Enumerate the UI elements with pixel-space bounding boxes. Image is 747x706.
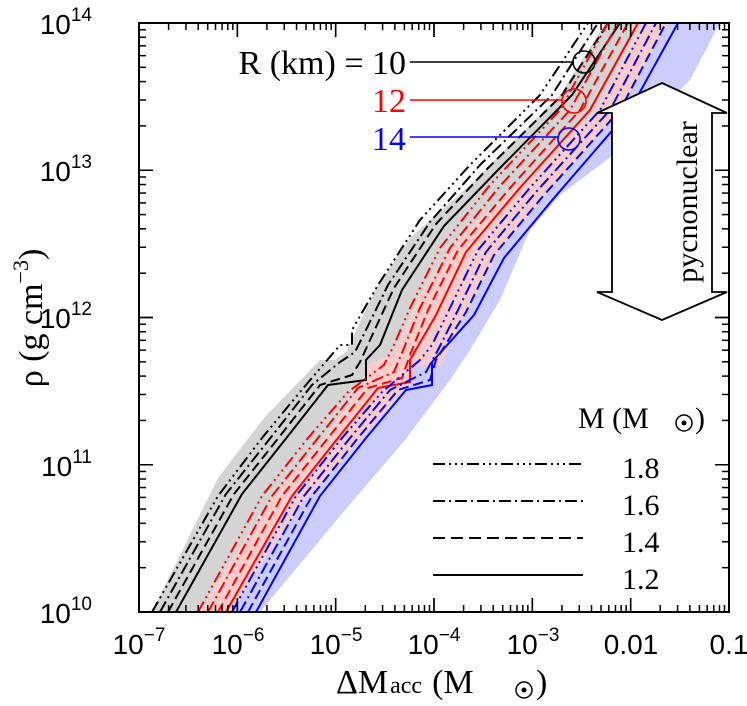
axis-ticks	[138, 22, 730, 613]
plot-area	[151, 23, 720, 612]
y-tick-label: 1011	[41, 447, 92, 482]
legend-label-12: 1.2	[622, 563, 660, 596]
y-tick-label: 1014	[40, 5, 93, 40]
series-r14	[231, 23, 679, 612]
curve-r12-m12	[225, 23, 639, 612]
curve-r14-m12	[255, 23, 679, 612]
mass-legend-title: M (M	[578, 402, 649, 435]
sun-symbol-icon	[675, 414, 693, 432]
x-tick-label: 0.1	[710, 629, 747, 660]
legend-label-14: 1.4	[622, 526, 660, 559]
sun-dot	[521, 687, 527, 693]
x-axis-tick-labels: 10−7 10−6 10−5 10−4 10−3 0.01 0.1	[113, 625, 747, 660]
curve-r14-m18	[231, 23, 647, 612]
radius-legend-12: 12	[372, 83, 406, 120]
curve-r10-m12	[175, 23, 621, 612]
band-r14	[230, 23, 720, 612]
mass-legend-close: )	[695, 402, 705, 435]
series-r12	[197, 23, 639, 612]
band-r10	[152, 23, 642, 612]
y-axis-tick-labels: 1010 1011 1012 1013 1014	[40, 5, 93, 629]
curve-r14-m16	[239, 23, 657, 612]
y-axis-label: ρ (g cm−3)	[8, 249, 50, 388]
svg-text:ρ (g cm−3): ρ (g cm−3)	[8, 249, 50, 388]
x-axis-label: ΔMacc (M )	[336, 664, 547, 701]
marker-r14	[557, 127, 581, 151]
curve-r14-m14	[247, 23, 667, 612]
curve-r10-m14	[167, 23, 609, 612]
y-tick-label: 1010	[40, 594, 92, 629]
x-tick-label: 10−6	[212, 625, 265, 660]
curve-r12-m16	[207, 23, 619, 612]
pycnonuclear-arrow: pycnonuclear	[596, 82, 728, 321]
x-tick-label: 0.01	[604, 629, 659, 660]
x-tick-label: 10−3	[507, 625, 560, 660]
y-tick-label: 1012	[40, 299, 92, 334]
pycnonuclear-label: pycnonuclear	[671, 121, 704, 283]
legend-label-18: 1.8	[622, 452, 660, 485]
x-tick-label: 10−5	[310, 625, 363, 660]
curve-r10-m16	[159, 23, 599, 612]
mass-legend: M (M ) 1.8 1.6 1.4 1.2	[433, 402, 705, 596]
svg-text:ΔMacc(M: ΔMacc (M	[336, 664, 474, 701]
sun-dot	[681, 420, 687, 426]
series-r10	[151, 23, 621, 612]
x-tick-label: 10−7	[113, 625, 166, 660]
y-tick-label: 1013	[40, 152, 92, 187]
sun-symbol-icon	[515, 681, 533, 699]
legend-label-16: 1.6	[622, 489, 660, 522]
svg-text:): )	[536, 664, 547, 701]
radius-legend-title: R (km) = 10	[239, 45, 406, 82]
curve-r10-m18	[151, 23, 589, 612]
marker-r12	[561, 88, 587, 114]
curve-r12-m18	[197, 23, 609, 612]
x-tick-label: 10−4	[408, 625, 461, 660]
curve-r12-m14	[217, 23, 629, 612]
radius-legend-14: 14	[372, 121, 406, 158]
